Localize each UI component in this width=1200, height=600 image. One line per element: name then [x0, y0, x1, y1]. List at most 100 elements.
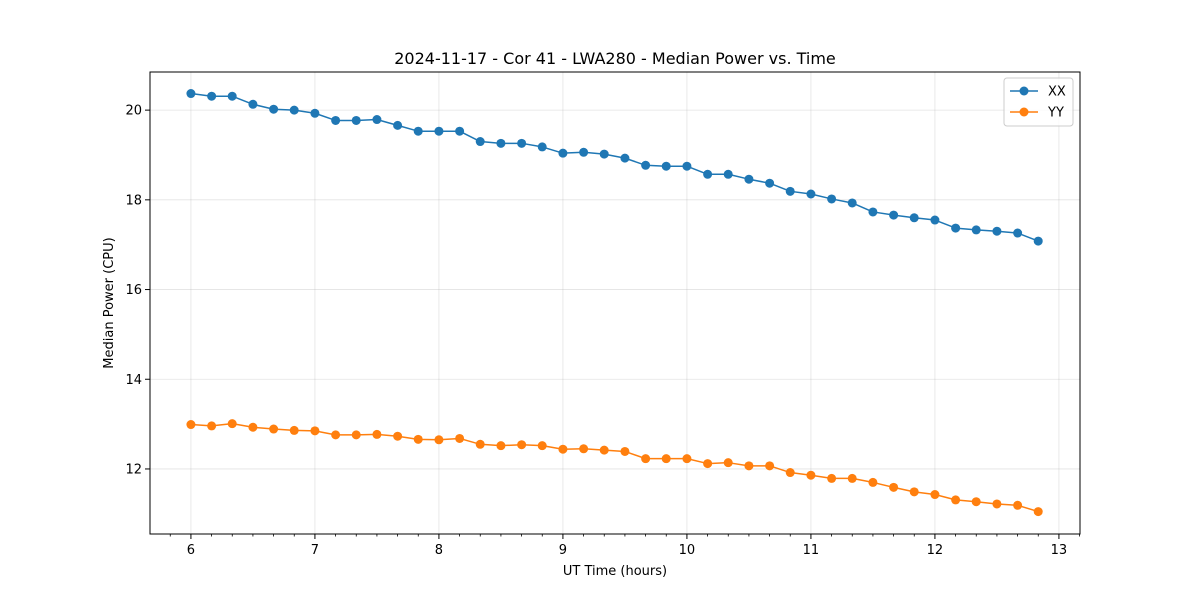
data-point: [641, 160, 651, 170]
data-point: [372, 115, 382, 125]
data-point: [289, 425, 299, 435]
x-tick-label: 8: [435, 543, 443, 558]
data-point: [413, 434, 423, 444]
data-point: [971, 225, 981, 235]
data-point: [248, 422, 258, 432]
legend-marker: [1019, 107, 1029, 117]
data-point: [682, 161, 692, 171]
data-point: [930, 490, 940, 500]
data-point: [558, 148, 568, 158]
data-point: [661, 454, 671, 464]
y-tick-label: 14: [125, 373, 142, 388]
data-point: [889, 482, 899, 492]
data-point: [682, 454, 692, 464]
data-point: [475, 137, 485, 147]
data-point: [744, 174, 754, 184]
data-point: [455, 433, 465, 443]
plot-frame: [149, 71, 1081, 535]
series-xx: [186, 89, 1043, 246]
data-point: [703, 169, 713, 179]
legend-label: XX: [1048, 85, 1066, 100]
data-point: [785, 186, 795, 196]
data-point: [475, 439, 485, 449]
data-point: [847, 198, 857, 208]
data-point: [703, 459, 713, 469]
data-point: [393, 431, 403, 441]
x-tick-label: 12: [927, 543, 944, 558]
data-point: [599, 445, 609, 455]
x-tick-label: 11: [803, 543, 820, 558]
data-point: [744, 461, 754, 471]
data-point: [289, 105, 299, 115]
data-point: [889, 210, 899, 220]
data-point: [351, 430, 361, 440]
data-point: [331, 115, 341, 125]
data-point: [909, 487, 919, 497]
data-point: [827, 473, 837, 483]
data-point: [641, 454, 651, 464]
data-point: [661, 161, 671, 171]
legend-item-xx: XX: [1010, 85, 1066, 100]
data-point: [351, 115, 361, 125]
data-point: [579, 147, 589, 157]
legend: XX YY: [1003, 77, 1074, 127]
data-point: [620, 153, 630, 163]
data-point: [723, 169, 733, 179]
y-tick-label: 12: [125, 462, 142, 477]
legend-item-yy: YY: [1010, 106, 1064, 121]
data-point: [847, 473, 857, 483]
legend-marker: [1019, 86, 1029, 96]
data-point: [827, 194, 837, 204]
y-tick-label: 18: [125, 193, 142, 208]
data-point: [765, 461, 775, 471]
data-point: [269, 424, 279, 434]
data-point: [868, 477, 878, 487]
data-point: [992, 226, 1002, 236]
data-point: [517, 440, 527, 450]
data-point: [951, 223, 961, 233]
x-axis-label: UT Time (hours): [563, 564, 667, 579]
chart-title: 2024-11-17 - Cor 41 - LWA280 - Median Po…: [394, 49, 836, 68]
data-point: [1033, 236, 1043, 246]
data-point: [951, 495, 961, 505]
data-point: [1013, 228, 1023, 238]
data-point: [620, 446, 630, 456]
data-point: [785, 468, 795, 478]
data-point: [1033, 507, 1043, 517]
data-point: [227, 419, 237, 429]
data-point: [1013, 500, 1023, 510]
data-point: [517, 138, 527, 148]
legend-label: YY: [1047, 106, 1064, 121]
y-axis-label: Median Power (CPU): [102, 237, 117, 368]
data-point: [971, 497, 981, 507]
data-point: [413, 126, 423, 136]
y-tick-label: 20: [125, 104, 142, 119]
data-point: [186, 420, 196, 430]
data-point: [537, 441, 547, 451]
x-tick-label: 9: [559, 543, 567, 558]
data-point: [186, 89, 196, 99]
x-tick-label: 7: [311, 543, 319, 558]
data-point: [310, 426, 320, 436]
data-point: [992, 499, 1002, 509]
data-point: [496, 441, 506, 451]
data-point: [207, 421, 217, 431]
data-point: [806, 189, 816, 199]
data-point: [269, 104, 279, 114]
data-point: [868, 207, 878, 217]
data-point: [930, 215, 940, 225]
y-tick-label: 16: [125, 283, 142, 298]
data-point: [227, 91, 237, 101]
data-point: [579, 444, 589, 454]
data-point: [558, 444, 568, 454]
data-point: [723, 458, 733, 468]
data-point: [207, 91, 217, 101]
x-tick-label: 13: [1051, 543, 1068, 558]
series-yy: [186, 419, 1043, 517]
x-tick-label: 10: [679, 543, 696, 558]
data-point: [331, 430, 341, 440]
grid: [150, 72, 1080, 534]
data-point: [248, 99, 258, 109]
